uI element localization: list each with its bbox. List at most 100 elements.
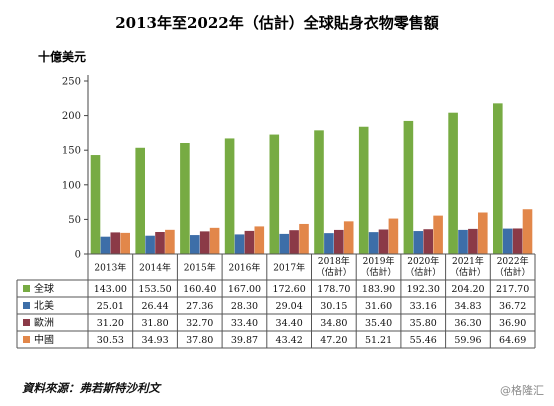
chart-title: 2013年至2022年（估計）全球貼身衣物零售額 — [115, 14, 439, 32]
table-cell: 37.80 — [186, 335, 213, 346]
bar — [155, 231, 165, 254]
table-cell: 33.16 — [410, 301, 437, 312]
table-cell: 59.96 — [454, 335, 481, 346]
bar — [209, 227, 220, 254]
table-cell: 192.30 — [407, 284, 440, 295]
bar — [135, 147, 145, 254]
bar — [502, 228, 513, 254]
bar — [199, 231, 210, 254]
bar — [512, 228, 523, 254]
category-label: 2013年 — [94, 262, 126, 274]
table-cell: 143.00 — [94, 284, 127, 295]
table-cell: 36.72 — [499, 301, 526, 312]
table-cell: 31.60 — [365, 301, 392, 312]
bar — [458, 229, 468, 254]
table-cell: 172.60 — [273, 284, 306, 295]
table-cell: 32.70 — [186, 318, 213, 329]
y-tick-label: 200 — [62, 111, 81, 122]
table-cell: 35.40 — [365, 318, 392, 329]
table-cell: 34.40 — [276, 318, 303, 329]
y-tick-label: 0 — [75, 250, 81, 261]
category-label: 2018年（估計） — [316, 255, 352, 278]
table-cell: 217.70 — [496, 284, 529, 295]
category-label: 2017年 — [273, 262, 305, 274]
legend-swatch — [23, 302, 30, 309]
bar — [110, 232, 121, 254]
legend-swatch — [23, 319, 30, 326]
table-cell: 34.83 — [454, 301, 481, 312]
bar — [299, 223, 309, 254]
table-cell: 30.15 — [320, 301, 347, 312]
table-cell: 39.87 — [231, 335, 258, 346]
table-cell: 34.93 — [141, 335, 168, 346]
table-cell: 167.00 — [228, 284, 261, 295]
y-tick-label: 150 — [62, 146, 81, 157]
bar — [244, 230, 255, 254]
table-cell: 25.01 — [97, 301, 124, 312]
legend-label: 歐洲 — [34, 316, 54, 329]
y-tick-label: 100 — [62, 180, 81, 191]
table-cell: 28.30 — [231, 301, 258, 312]
table-cell: 178.70 — [317, 284, 350, 295]
bar — [448, 112, 458, 254]
category-label: 2014年 — [139, 262, 171, 274]
table-cell: 31.80 — [141, 318, 168, 329]
bar — [289, 230, 299, 254]
category-label: 2019年（估計） — [361, 255, 397, 278]
table-cell: 55.46 — [410, 335, 437, 346]
bar — [279, 233, 289, 254]
data-table: 2013年 2014年 2015年 2016年 2017年 2018年（估計） 2019年（… — [16, 253, 536, 349]
bar — [358, 126, 369, 254]
bar — [180, 143, 190, 254]
y-axis-unit: 十億美元 — [38, 49, 86, 64]
bar — [224, 138, 235, 254]
bar — [90, 155, 101, 254]
bar — [468, 228, 478, 254]
table-cell: 34.80 — [320, 318, 347, 329]
legend-label: 北美 — [34, 299, 54, 312]
watermark: @格隆汇 — [500, 383, 544, 397]
table-cell: 47.20 — [320, 335, 347, 346]
table-cell: 183.90 — [362, 284, 395, 295]
category-label: 2022年（估計） — [495, 255, 531, 278]
bar — [190, 235, 200, 254]
bar — [343, 221, 354, 254]
table-cell: 30.53 — [97, 335, 124, 346]
bar — [478, 212, 488, 254]
bars — [90, 103, 533, 255]
legend-swatch — [23, 285, 30, 292]
table-cell: 27.36 — [186, 301, 213, 312]
bar — [433, 215, 443, 254]
category-label: 2015年 — [184, 262, 216, 274]
table-cell: 64.69 — [499, 335, 526, 346]
bar — [145, 235, 155, 254]
bar — [522, 209, 533, 254]
bar — [269, 134, 280, 254]
table-cell: 35.80 — [410, 318, 437, 329]
bar — [254, 226, 265, 254]
y-tick-label: 50 — [68, 215, 81, 226]
table-cell: 43.42 — [276, 335, 303, 346]
bar — [388, 218, 399, 254]
bar — [334, 229, 344, 254]
bar — [423, 229, 433, 254]
table-cell: 31.20 — [97, 318, 124, 329]
bar — [378, 229, 389, 254]
bar — [120, 232, 130, 254]
category-label: 2016年 — [228, 262, 260, 274]
table-cell: 26.44 — [141, 301, 168, 312]
table-cell: 36.90 — [499, 318, 526, 329]
y-tick-label: 250 — [62, 77, 81, 88]
category-label: 2020年（估計） — [405, 255, 441, 278]
table-cell: 153.50 — [138, 284, 171, 295]
table-cell: 33.40 — [231, 318, 258, 329]
category-label: 2021年（估計） — [450, 255, 486, 278]
legend-label: 中國 — [34, 333, 54, 346]
bar — [234, 234, 245, 254]
bar — [314, 130, 324, 254]
table-cell: 29.04 — [276, 301, 303, 312]
table-cell: 160.40 — [183, 284, 216, 295]
table-cell: 204.20 — [451, 284, 484, 295]
y-axis: 0 50 100 150 200 250 — [62, 75, 89, 261]
bar — [403, 120, 414, 254]
